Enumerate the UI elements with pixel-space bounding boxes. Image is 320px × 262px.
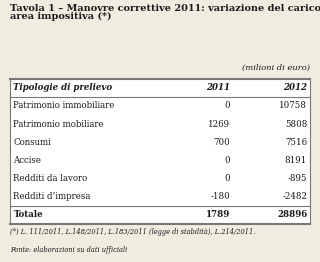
Text: Tavola 1 – Manovre correttive 2011: variazione del carico tributario per: Tavola 1 – Manovre correttive 2011: vari… (10, 4, 320, 13)
Text: 10758: 10758 (279, 101, 307, 110)
Text: 0: 0 (225, 156, 230, 165)
Text: (milioni di euro): (milioni di euro) (243, 64, 310, 72)
Text: 8191: 8191 (285, 156, 307, 165)
Text: Accise: Accise (13, 156, 42, 165)
Text: Patrimonio immobiliare: Patrimonio immobiliare (13, 101, 115, 110)
Text: 0: 0 (225, 101, 230, 110)
Text: -180: -180 (211, 192, 230, 201)
Text: 2012: 2012 (283, 83, 307, 92)
Text: 5808: 5808 (285, 119, 307, 129)
Text: 1269: 1269 (208, 119, 230, 129)
Text: Fonte: elaborazioni su dati ufficiali: Fonte: elaborazioni su dati ufficiali (10, 246, 127, 254)
Text: Redditi da lavoro: Redditi da lavoro (13, 174, 88, 183)
Text: 700: 700 (214, 138, 230, 147)
Text: Patrimonio mobiliare: Patrimonio mobiliare (13, 119, 104, 129)
Text: Totale: Totale (13, 210, 43, 219)
Text: Tipologie di prelievo: Tipologie di prelievo (13, 83, 113, 92)
Text: 28896: 28896 (277, 210, 307, 219)
Text: Redditi d’impresa: Redditi d’impresa (13, 192, 91, 201)
Text: (*) L. 111/2011, L.148/2011, L.183/2011 (legge di stabilità), L.214/2011.: (*) L. 111/2011, L.148/2011, L.183/2011 … (10, 228, 255, 236)
Text: 0: 0 (225, 174, 230, 183)
Text: -895: -895 (288, 174, 307, 183)
Text: -2482: -2482 (282, 192, 307, 201)
Text: 2011: 2011 (206, 83, 230, 92)
Text: area impositiva (*): area impositiva (*) (10, 12, 111, 21)
Text: 7516: 7516 (285, 138, 307, 147)
Text: 1789: 1789 (206, 210, 230, 219)
Text: Consumi: Consumi (13, 138, 51, 147)
